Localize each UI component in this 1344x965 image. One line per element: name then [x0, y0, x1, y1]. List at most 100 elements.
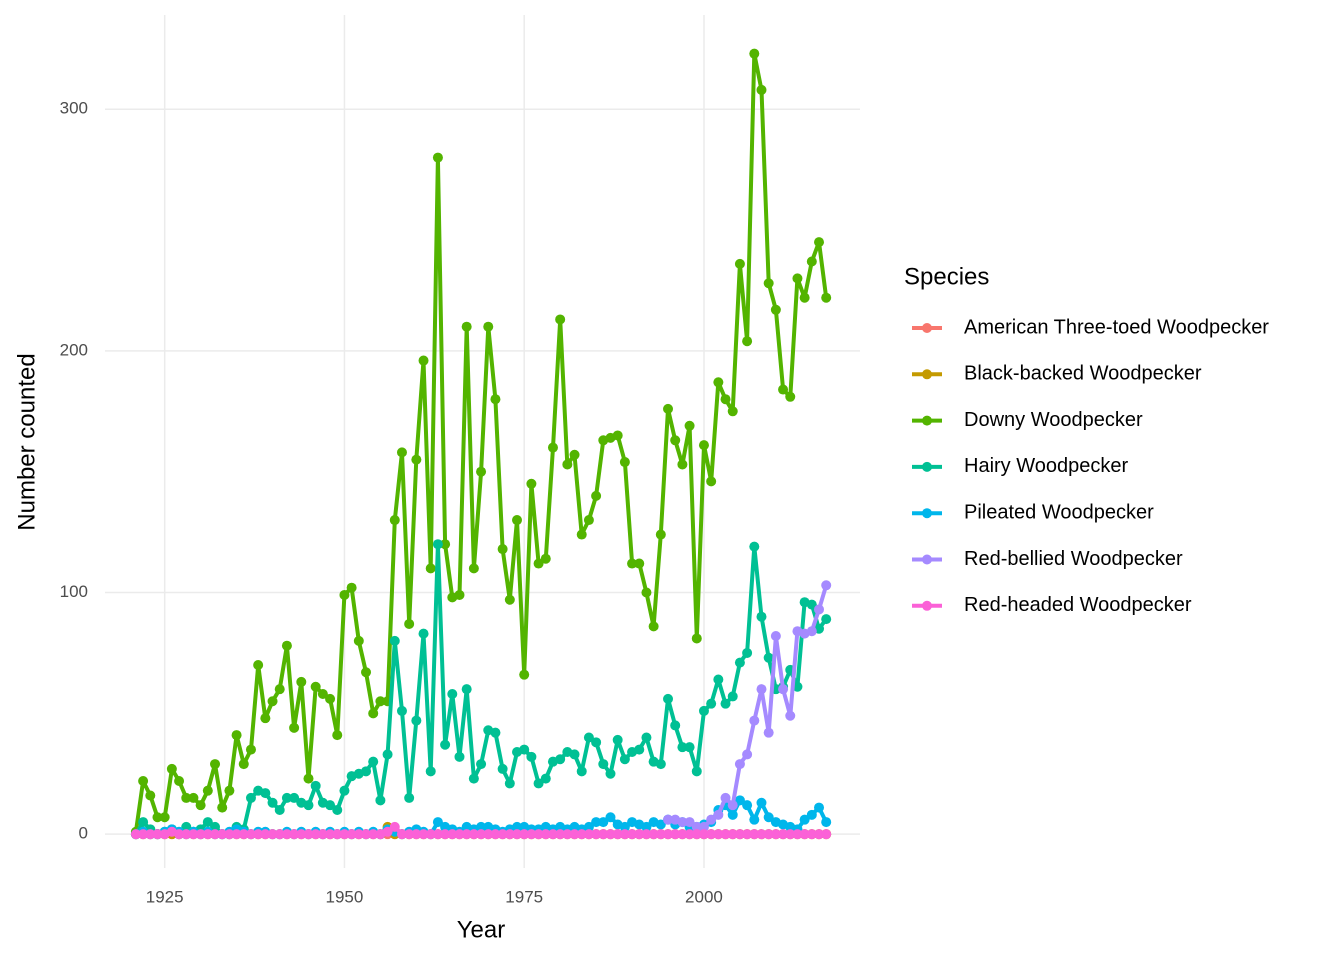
- data-point: [375, 795, 386, 806]
- data-point: [389, 515, 400, 526]
- data-point: [368, 829, 379, 840]
- data-point: [404, 792, 415, 803]
- data-point: [734, 795, 745, 806]
- data-point: [598, 817, 609, 828]
- data-point: [432, 817, 443, 828]
- data-point: [691, 829, 702, 840]
- data-point: [418, 355, 429, 366]
- data-point: [224, 829, 235, 840]
- data-point: [734, 829, 745, 840]
- data-point: [253, 660, 264, 671]
- data-point: [483, 829, 494, 840]
- data-point: [612, 829, 623, 840]
- data-point: [476, 759, 487, 770]
- data-point: [619, 829, 630, 840]
- data-point: [698, 821, 709, 832]
- series-line: [134, 542, 828, 837]
- data-point: [627, 829, 638, 840]
- data-point: [591, 829, 602, 840]
- data-point: [749, 829, 760, 840]
- data-point: [210, 829, 221, 840]
- data-point: [396, 447, 407, 458]
- data-point: [411, 715, 422, 726]
- data-point: [389, 821, 400, 832]
- data-point: [490, 727, 501, 738]
- data-point: [742, 800, 753, 811]
- data-point: [418, 829, 429, 840]
- legend-label: Pileated Woodpecker: [964, 501, 1154, 523]
- data-point: [655, 829, 666, 840]
- data-point: [138, 817, 149, 828]
- data-point: [195, 800, 206, 811]
- data-point: [706, 814, 717, 825]
- data-point: [770, 631, 781, 642]
- data-point: [181, 792, 192, 803]
- data-point: [799, 829, 810, 840]
- data-point: [303, 829, 314, 840]
- data-point: [245, 792, 256, 803]
- data-point: [346, 582, 357, 593]
- data-point: [181, 829, 192, 840]
- data-point: [425, 563, 436, 574]
- data-point: [483, 321, 494, 332]
- data-point: [245, 829, 256, 840]
- data-point: [497, 763, 508, 774]
- data-point: [598, 759, 609, 770]
- data-point: [332, 829, 343, 840]
- data-point: [396, 829, 407, 840]
- data-point: [504, 829, 515, 840]
- data-point: [727, 691, 738, 702]
- data-point: [763, 829, 774, 840]
- data-point: [756, 84, 767, 95]
- x-tick-label: 1950: [326, 887, 364, 906]
- data-point: [727, 800, 738, 811]
- data-point: [785, 710, 796, 721]
- data-point: [339, 589, 350, 600]
- data-point: [353, 635, 364, 646]
- data-point: [432, 152, 443, 163]
- data-point: [677, 817, 688, 828]
- data-point: [267, 797, 278, 808]
- data-point: [260, 829, 271, 840]
- data-point: [598, 829, 609, 840]
- data-point: [454, 589, 465, 600]
- data-point: [799, 814, 810, 825]
- data-point: [159, 812, 170, 823]
- data-point: [641, 829, 652, 840]
- data-point: [152, 829, 163, 840]
- data-point: [806, 809, 817, 820]
- data-point: [663, 829, 674, 840]
- data-point: [418, 628, 429, 639]
- data-point: [440, 539, 451, 550]
- data-point: [756, 611, 767, 622]
- legend-label: American Three-toed Woodpecker: [964, 316, 1269, 338]
- data-point: [468, 563, 479, 574]
- legend-label: Downy Woodpecker: [964, 409, 1143, 431]
- data-point: [303, 773, 314, 784]
- legend-key-point: [922, 554, 932, 565]
- data-point: [756, 797, 767, 808]
- data-point: [267, 696, 278, 707]
- data-point: [706, 476, 717, 487]
- data-point: [533, 558, 544, 569]
- data-point: [670, 829, 681, 840]
- data-point: [138, 829, 149, 840]
- data-point: [238, 829, 249, 840]
- data-point: [310, 681, 321, 692]
- data-point: [663, 814, 674, 825]
- data-point: [447, 829, 458, 840]
- data-point: [821, 817, 832, 828]
- x-axis-title: Year: [457, 916, 506, 943]
- data-point: [562, 829, 573, 840]
- data-point: [720, 792, 731, 803]
- data-point: [720, 698, 731, 709]
- data-point: [202, 817, 213, 828]
- data-point: [389, 635, 400, 646]
- data-point: [217, 802, 228, 813]
- data-point: [512, 515, 523, 526]
- data-point: [778, 684, 789, 695]
- data-point: [504, 778, 515, 789]
- y-tick-label: 300: [60, 99, 88, 118]
- series-line: [133, 51, 829, 833]
- data-point: [734, 258, 745, 269]
